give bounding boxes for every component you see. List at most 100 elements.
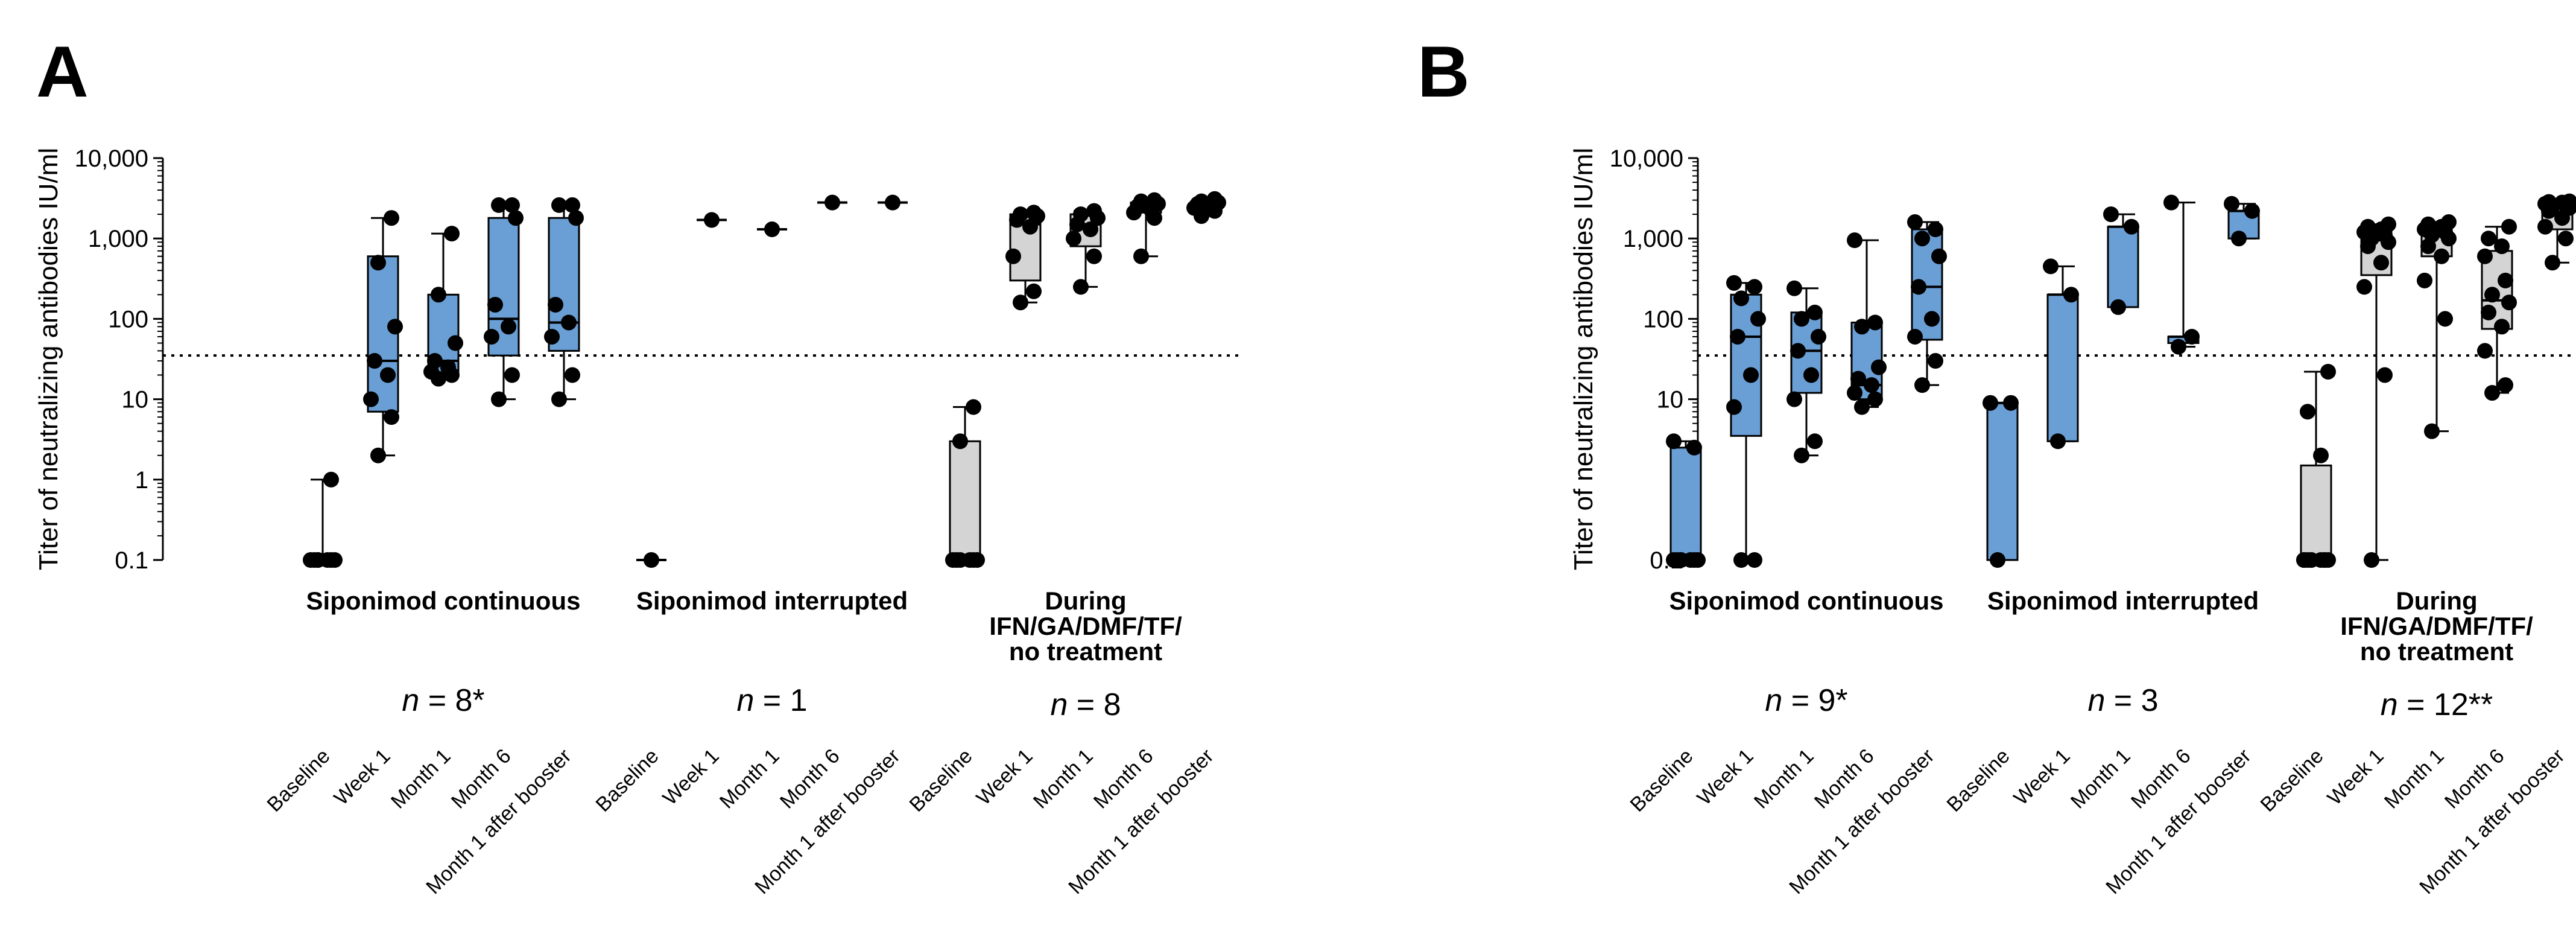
data-point <box>952 433 968 450</box>
data-point <box>448 335 463 351</box>
box-3 <box>2477 218 2517 401</box>
data-point <box>370 447 386 463</box>
group-label-line: During <box>1045 587 1126 615</box>
data-point <box>1673 552 1689 568</box>
data-point <box>2003 395 2019 411</box>
data-point <box>1194 193 1209 209</box>
data-point <box>2063 287 2079 303</box>
data-point <box>504 367 520 383</box>
box-3 <box>484 197 524 407</box>
n-symbol: n <box>736 683 754 718</box>
group-label: Siponimod continuous <box>1669 587 1944 615</box>
group-label-line: Siponimod interrupted <box>1987 587 2259 615</box>
data-point <box>1726 399 1742 415</box>
box-3 <box>1847 232 1887 415</box>
data-point <box>2313 447 2329 463</box>
category-label: Baseline <box>592 745 663 816</box>
data-point <box>2103 206 2119 223</box>
data-point <box>1013 206 1028 223</box>
data-point <box>1854 399 1870 415</box>
data-point <box>1850 371 1866 387</box>
category-label: Baseline <box>905 745 977 816</box>
data-point <box>1871 359 1887 375</box>
n-label: n = 9* <box>1765 683 1847 718</box>
data-point <box>487 296 503 313</box>
data-point <box>704 212 720 228</box>
box-1 <box>697 212 727 228</box>
data-point <box>1026 205 1042 221</box>
data-point <box>1854 319 1870 335</box>
data-point <box>2163 194 2179 211</box>
box-2 <box>757 221 787 238</box>
group-label-line: Siponimod interrupted <box>636 587 908 615</box>
data-point <box>2545 255 2560 271</box>
data-point <box>491 197 507 213</box>
n-label: n = 8* <box>402 683 484 718</box>
data-point <box>1733 290 1749 307</box>
y-tick-label: 10,000 <box>1610 145 1683 172</box>
box-2 <box>2417 214 2457 439</box>
n-symbol: n <box>1050 687 1068 722</box>
data-point <box>568 210 584 226</box>
category-label: Month 1 <box>2066 745 2135 813</box>
box-4 <box>1907 214 1947 393</box>
y-tick-label: 1 <box>135 467 148 494</box>
data-point <box>384 210 399 226</box>
category-label: Week 1 <box>972 745 1037 810</box>
category-label: Week 1 <box>2323 745 2388 810</box>
data-point <box>2381 216 2396 232</box>
data-point <box>1983 395 1998 411</box>
y-tick-label: 10,000 <box>75 145 148 172</box>
data-point <box>2424 423 2440 439</box>
box-0 <box>303 471 343 568</box>
box-1 <box>1005 205 1045 311</box>
y-axis-title: Titer of neutralizing antibodies IU/ml <box>1569 148 1598 570</box>
data-point <box>384 409 399 425</box>
data-point <box>1990 552 2005 568</box>
n-value: = 8* <box>419 683 484 718</box>
data-point <box>1864 377 1879 393</box>
data-point <box>2171 339 2186 355</box>
category-label: Baseline <box>2256 745 2328 816</box>
box-0 <box>2296 363 2336 568</box>
box <box>2300 464 2332 561</box>
category-label: Week 1 <box>659 745 724 810</box>
data-point <box>2484 287 2500 303</box>
category-label: Week 1 <box>330 745 395 810</box>
y-tick-label: 10 <box>1657 387 1684 413</box>
data-point <box>1207 191 1223 207</box>
group-label: During IFN/GA/DMF/TF/no treatment <box>989 587 1182 666</box>
data-point <box>1867 391 1883 407</box>
data-point <box>969 552 985 568</box>
data-point <box>2477 343 2493 359</box>
data-point <box>1907 214 1923 231</box>
category-label: Month 1 <box>715 745 784 813</box>
data-point <box>1666 433 1682 450</box>
data-point <box>323 471 339 488</box>
group-label-line: During <box>2396 587 2477 615</box>
panel-letter: A <box>36 31 89 112</box>
data-point <box>561 314 577 331</box>
data-point <box>1733 552 1749 568</box>
data-point <box>1133 248 1149 264</box>
data-point <box>440 359 456 375</box>
box-4 <box>1186 191 1226 224</box>
box-0 <box>1983 395 2019 568</box>
data-point <box>764 221 780 238</box>
data-point <box>824 194 840 211</box>
data-point <box>387 319 403 335</box>
data-point <box>2124 218 2139 235</box>
box-4 <box>878 194 908 211</box>
n-label: n = 3 <box>2087 683 2158 718</box>
data-point <box>1911 279 1926 295</box>
data-point <box>2317 552 2332 568</box>
data-point <box>2244 203 2260 219</box>
group-label-line: Siponimod continuous <box>1669 587 1944 615</box>
data-point <box>1786 280 1802 296</box>
y-tick-label: 1,000 <box>88 226 148 252</box>
data-point <box>2300 404 2315 420</box>
y-axis-title: Titer of neutralizing antibodies IU/ml <box>34 148 63 570</box>
data-point <box>1794 311 1809 327</box>
